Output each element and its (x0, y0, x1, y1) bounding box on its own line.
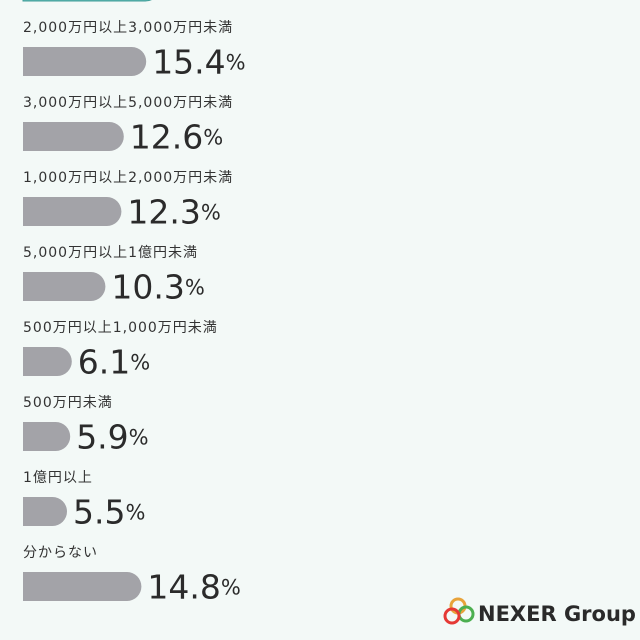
bar (23, 497, 67, 526)
category-label: 2,000万円以上3,000万円未満 (23, 20, 233, 36)
logo-ring (457, 605, 475, 623)
value-label: 12.3% (127, 192, 220, 231)
value-unit: % (201, 201, 221, 225)
bar (23, 422, 71, 451)
category-label: 1億円以上 (23, 470, 93, 486)
logo-ring (443, 607, 461, 625)
category-label: 3,000万円以上5,000万円未満 (23, 95, 233, 111)
value-number: 6.1 (78, 342, 130, 381)
value-number: 14.8 (147, 567, 220, 606)
value-label: 17.1% (166, 0, 259, 6)
value-unit: % (203, 126, 223, 150)
category-label: 500万円以上1,000万円未満 (23, 320, 218, 336)
value-number: 12.6 (130, 117, 203, 156)
value-unit: % (125, 501, 145, 525)
value-label: 14.8% (147, 567, 240, 606)
bar (23, 197, 122, 226)
value-unit: % (185, 276, 205, 300)
bar (23, 47, 147, 76)
bar (23, 347, 72, 376)
value-number: 17.1 (166, 0, 239, 6)
value-unit: % (130, 351, 150, 375)
bar (23, 272, 106, 301)
value-label: 6.1% (78, 342, 150, 381)
category-label: 1,000万円以上2,000万円未満 (23, 170, 233, 186)
value-number: 10.3 (111, 267, 184, 306)
category-label: 500万円未満 (23, 395, 113, 411)
value-label: 5.5% (73, 492, 145, 531)
value-number: 15.4 (152, 42, 225, 81)
category-label: 5,000万円以上1億円未満 (23, 245, 198, 261)
value-label: 10.3% (111, 267, 204, 306)
value-label: 15.4% (152, 42, 245, 81)
value-unit: % (129, 426, 149, 450)
value-number: 12.3 (127, 192, 200, 231)
bar (23, 572, 142, 601)
value-number: 5.5 (73, 492, 125, 531)
bar (23, 122, 124, 151)
logo-text: NEXER Group (478, 602, 636, 626)
value-label: 5.9% (76, 417, 148, 456)
bar (22, 0, 152, 2)
value-label: 12.6% (130, 117, 223, 156)
value-number: 5.9 (76, 417, 128, 456)
value-unit: % (226, 51, 246, 75)
logo: NEXER Group (443, 597, 636, 626)
category-label: 分からない (23, 545, 98, 561)
value-unit: % (221, 576, 241, 600)
